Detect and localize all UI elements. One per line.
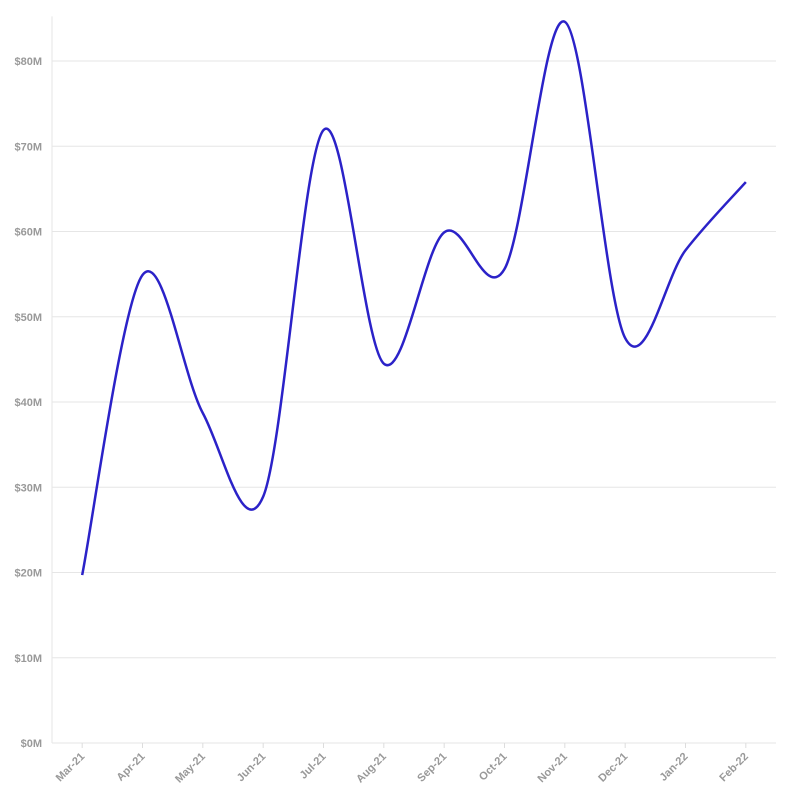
x-tick-label: Jun-21 bbox=[235, 751, 269, 785]
y-tick-label: $40M bbox=[14, 397, 42, 409]
line-series bbox=[80, 20, 747, 576]
y-tick-label: $70M bbox=[14, 141, 42, 153]
x-tick-label: Nov-21 bbox=[536, 751, 570, 785]
y-tick-label: $0M bbox=[21, 738, 42, 750]
y-tick-label: $30M bbox=[14, 482, 42, 494]
y-tick-label: $80M bbox=[14, 56, 42, 68]
x-tick-label: Apr-21 bbox=[114, 751, 147, 784]
y-tick-label: $50M bbox=[14, 312, 42, 324]
x-tick-label: Feb-22 bbox=[717, 751, 751, 785]
x-tick-label: Jan-22 bbox=[657, 751, 690, 784]
y-tick-label: $60M bbox=[14, 227, 42, 239]
x-tick-label: Oct-21 bbox=[477, 751, 510, 784]
x-tick-label: Dec-21 bbox=[596, 751, 630, 785]
y-tick-label: $10M bbox=[14, 653, 42, 665]
x-tick-label: May-21 bbox=[173, 751, 208, 786]
y-tick-label: $20M bbox=[14, 568, 42, 580]
x-tick-label: Mar-21 bbox=[54, 751, 88, 785]
x-tick-label: Sep-21 bbox=[415, 751, 449, 785]
x-tick-label: Aug-21 bbox=[354, 751, 389, 786]
x-tick-label: Jul-21 bbox=[298, 751, 329, 782]
